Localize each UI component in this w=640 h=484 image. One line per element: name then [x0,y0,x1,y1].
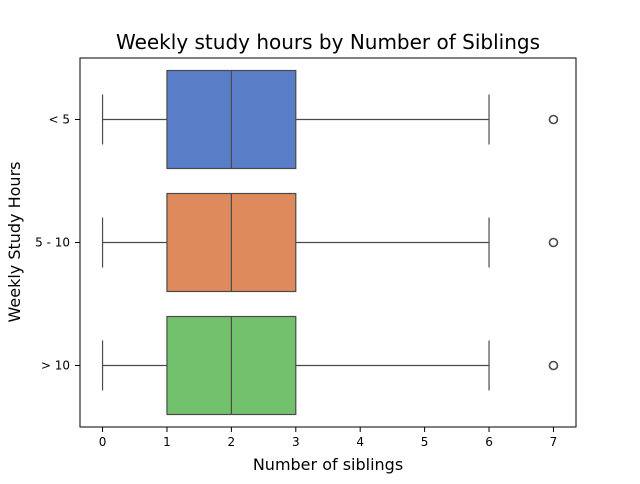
x-axis-label: Number of siblings [253,455,403,474]
y-axis-label: Weekly Study Hours [5,162,24,323]
outlier-point [548,114,559,125]
x-tick-label: 1 [163,435,171,449]
outlier-point [548,360,559,371]
y-tick-label: 5 - 10 [35,236,70,250]
x-tick-label: 4 [356,435,364,449]
outlier-point [548,237,559,248]
y-tick-label: < 5 [48,113,70,127]
chart-title: Weekly study hours by Number of Siblings [116,30,540,54]
y-tick-label: > 10 [41,359,70,373]
x-tick-label: 5 [421,435,429,449]
x-tick-label: 3 [292,435,300,449]
x-tick-label: 0 [99,435,107,449]
x-tick-label: 7 [550,435,558,449]
plot-area: 0 1 2 3 4 5 6 7 < 5 5 - 10 > 10 [35,57,577,449]
x-tick-label: 6 [485,435,493,449]
x-tick-label: 2 [228,435,236,449]
